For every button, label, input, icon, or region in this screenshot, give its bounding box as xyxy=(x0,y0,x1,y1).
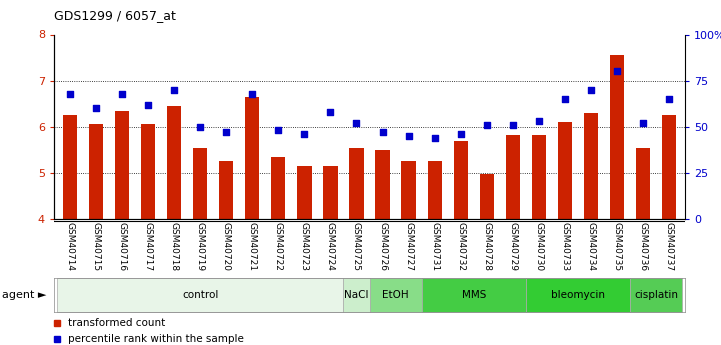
Bar xyxy=(558,122,572,219)
Text: GSM40719: GSM40719 xyxy=(195,222,205,271)
Text: GSM40722: GSM40722 xyxy=(274,222,283,271)
Bar xyxy=(402,161,416,219)
Point xyxy=(194,124,205,130)
Point xyxy=(403,133,415,139)
Point xyxy=(116,91,128,96)
Bar xyxy=(636,148,650,219)
Text: GSM40737: GSM40737 xyxy=(665,222,674,271)
Bar xyxy=(167,106,181,219)
Text: GDS1299 / 6057_at: GDS1299 / 6057_at xyxy=(54,9,176,22)
Text: GSM40735: GSM40735 xyxy=(613,222,622,271)
Point xyxy=(64,91,76,96)
Bar xyxy=(662,115,676,219)
Bar xyxy=(584,113,598,219)
Text: GSM40717: GSM40717 xyxy=(143,222,152,271)
Text: GSM40725: GSM40725 xyxy=(352,222,361,271)
Text: NaCl: NaCl xyxy=(344,290,368,300)
Text: GSM40720: GSM40720 xyxy=(221,222,231,271)
Text: GSM40733: GSM40733 xyxy=(560,222,570,271)
Text: control: control xyxy=(182,290,218,300)
Text: GSM40714: GSM40714 xyxy=(65,222,74,271)
Point xyxy=(377,130,389,135)
Point xyxy=(534,118,545,124)
Text: GSM40718: GSM40718 xyxy=(169,222,179,271)
Bar xyxy=(428,161,442,219)
Point xyxy=(481,122,492,128)
Bar xyxy=(323,166,337,219)
Text: GSM40716: GSM40716 xyxy=(118,222,126,271)
Text: GSM40729: GSM40729 xyxy=(508,222,518,271)
Text: cisplatin: cisplatin xyxy=(634,290,678,300)
Bar xyxy=(630,278,682,312)
Bar xyxy=(271,157,286,219)
Text: GSM40723: GSM40723 xyxy=(300,222,309,271)
Point xyxy=(298,131,310,137)
Bar xyxy=(376,150,390,219)
Bar xyxy=(297,166,311,219)
Bar xyxy=(505,135,520,219)
Point xyxy=(507,122,518,128)
Text: GSM40732: GSM40732 xyxy=(456,222,465,271)
Bar xyxy=(193,148,207,219)
Text: GSM40734: GSM40734 xyxy=(587,222,596,271)
Point xyxy=(221,130,232,135)
Text: EtOH: EtOH xyxy=(382,290,409,300)
Bar xyxy=(115,111,129,219)
Bar xyxy=(343,278,369,312)
Point xyxy=(455,131,466,137)
Point xyxy=(663,96,675,102)
Text: transformed count: transformed count xyxy=(68,318,165,328)
Text: GSM40726: GSM40726 xyxy=(378,222,387,271)
Bar xyxy=(63,115,77,219)
Point xyxy=(142,102,154,107)
Text: GSM40727: GSM40727 xyxy=(404,222,413,271)
Text: GSM40724: GSM40724 xyxy=(326,222,335,271)
Point xyxy=(559,96,571,102)
Point xyxy=(90,106,102,111)
Text: GSM40715: GSM40715 xyxy=(92,222,100,271)
Bar xyxy=(479,174,494,219)
Bar xyxy=(219,161,234,219)
Point xyxy=(168,87,180,93)
Bar xyxy=(454,141,468,219)
Point xyxy=(429,135,441,141)
Point xyxy=(611,69,623,74)
Bar xyxy=(526,278,630,312)
Point xyxy=(324,109,336,115)
Bar xyxy=(610,55,624,219)
Bar xyxy=(89,125,103,219)
Text: GSM40731: GSM40731 xyxy=(430,222,439,271)
Bar xyxy=(369,278,422,312)
Bar xyxy=(422,278,526,312)
Point xyxy=(585,87,597,93)
Point xyxy=(637,120,649,126)
Text: percentile rank within the sample: percentile rank within the sample xyxy=(68,334,244,344)
Point xyxy=(350,120,362,126)
Text: GSM40730: GSM40730 xyxy=(534,222,544,271)
Bar xyxy=(532,135,546,219)
Text: GSM40736: GSM40736 xyxy=(639,222,647,271)
Text: agent ►: agent ► xyxy=(2,290,47,300)
Bar xyxy=(141,125,155,219)
Point xyxy=(273,128,284,133)
Bar xyxy=(245,97,260,219)
Point xyxy=(247,91,258,96)
Text: GSM40728: GSM40728 xyxy=(482,222,491,271)
Bar xyxy=(349,148,363,219)
Bar xyxy=(57,278,343,312)
Text: GSM40721: GSM40721 xyxy=(248,222,257,271)
Text: MMS: MMS xyxy=(461,290,486,300)
Text: bleomycin: bleomycin xyxy=(551,290,605,300)
